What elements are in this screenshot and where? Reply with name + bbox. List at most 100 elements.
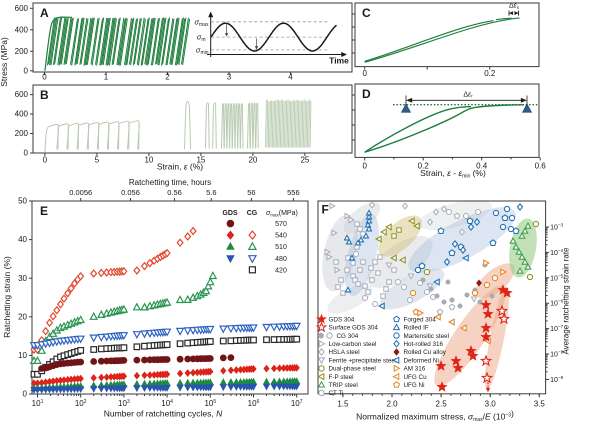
svg-text:Hot-rolled 316: Hot-rolled 316 (404, 341, 444, 348)
svg-text:5.6: 5.6 (206, 188, 216, 197)
svg-text:570: 570 (275, 221, 287, 228)
svg-text:50: 50 (18, 197, 27, 206)
svg-text:10−8: 10−8 (550, 350, 563, 359)
svg-text:1.5: 1.5 (337, 399, 349, 408)
svg-text:5: 5 (95, 156, 100, 165)
svg-text:TRIP steel: TRIP steel (329, 382, 358, 389)
svg-text:3.5: 3.5 (534, 399, 546, 408)
svg-text:σmax(MPa): σmax(MPa) (266, 210, 298, 217)
svg-text:200: 200 (15, 47, 29, 56)
svg-text:104: 104 (161, 399, 173, 408)
svg-text:30: 30 (18, 274, 27, 283)
svg-text:10: 10 (18, 351, 27, 360)
svg-text:0: 0 (24, 66, 29, 75)
svg-text:105: 105 (204, 399, 216, 408)
svg-text:0: 0 (362, 69, 367, 78)
svg-text:200: 200 (15, 129, 29, 138)
svg-text:540: 540 (275, 233, 287, 240)
svg-text:25: 25 (300, 156, 309, 165)
svg-text:Δεs: Δεs (509, 3, 520, 10)
svg-text:Time: Time (329, 56, 349, 66)
svg-text:600: 600 (15, 90, 29, 99)
svg-text:106: 106 (248, 399, 260, 408)
svg-text:σm: σm (197, 32, 206, 43)
svg-text:10−4: 10−4 (550, 248, 563, 257)
svg-text:400: 400 (15, 110, 29, 119)
svg-text:10−5: 10−5 (550, 273, 563, 282)
svg-text:D: D (362, 87, 371, 101)
svg-text:0: 0 (43, 156, 48, 165)
svg-text:Average ratchetting strain rat: Average ratchetting strain rate (562, 247, 571, 355)
svg-text:σmin: σmin (196, 45, 209, 56)
svg-text:480: 480 (275, 256, 287, 263)
svg-text:0: 0 (42, 73, 47, 82)
svg-text:Ratchetting strain (%): Ratchetting strain (%) (2, 256, 12, 338)
svg-text:Deformed Ni: Deformed Ni (404, 357, 439, 364)
svg-text:10−9: 10−9 (550, 375, 563, 384)
svg-text:Rolled IF: Rolled IF (404, 325, 429, 332)
svg-text:Number of ratchetting cycles,: Number of ratchetting cycles, N (104, 409, 223, 419)
svg-text:600: 600 (15, 4, 29, 13)
svg-text:CG 304: CG 304 (337, 333, 359, 340)
svg-text:Stress (MPa): Stress (MPa) (0, 37, 9, 87)
svg-text:556: 556 (287, 188, 300, 197)
svg-text:A: A (40, 6, 49, 20)
svg-text:103: 103 (118, 399, 130, 408)
svg-text:AM 316: AM 316 (404, 366, 426, 373)
svg-text:4: 4 (288, 73, 293, 82)
svg-text:1: 1 (104, 73, 109, 82)
svg-text:Surface GDS 304: Surface GDS 304 (329, 325, 379, 332)
svg-text:CG: CG (247, 210, 258, 217)
svg-text:101: 101 (32, 399, 44, 408)
svg-text:C: C (362, 6, 371, 20)
svg-text:3: 3 (227, 73, 232, 82)
svg-text:Ferrite +precipitate steel: Ferrite +precipitate steel (329, 357, 397, 364)
svg-text:F-P steel: F-P steel (329, 374, 354, 381)
svg-text:0.56: 0.56 (167, 188, 182, 197)
svg-text:10−3: 10−3 (550, 223, 563, 232)
svg-text:Normalized maximum stress, σma: Normalized maximum stress, σmax/E (10−3) (356, 409, 514, 424)
svg-text:F: F (322, 203, 329, 217)
svg-text:E: E (40, 204, 48, 218)
svg-text:Ratchetting time, hours: Ratchetting time, hours (129, 178, 211, 187)
svg-text:Low-carbon steel: Low-carbon steel (329, 341, 377, 348)
svg-text:400: 400 (15, 25, 29, 34)
svg-text:0.4: 0.4 (476, 161, 488, 170)
svg-text:2.5: 2.5 (436, 399, 448, 408)
svg-text:10: 10 (144, 156, 153, 165)
svg-text:CT Ti: CT Ti (329, 390, 344, 397)
svg-text:3.0: 3.0 (485, 399, 497, 408)
svg-text:20: 20 (18, 312, 27, 321)
svg-text:15: 15 (196, 156, 205, 165)
svg-text:20: 20 (248, 156, 257, 165)
svg-text:10−6: 10−6 (550, 299, 563, 308)
svg-text:510: 510 (275, 244, 287, 251)
svg-text:0: 0 (24, 149, 29, 158)
svg-text:0.0056: 0.0056 (69, 188, 92, 197)
svg-text:420: 420 (275, 267, 287, 274)
svg-text:0.2: 0.2 (484, 69, 496, 78)
svg-text:56: 56 (247, 188, 255, 197)
svg-text:107: 107 (291, 399, 303, 408)
svg-text:Rolled Cu alloy: Rolled Cu alloy (404, 349, 447, 356)
svg-text:102: 102 (75, 399, 87, 408)
svg-text:UFG Cu: UFG Cu (404, 374, 428, 381)
svg-text:Dual-phase steel: Dual-phase steel (329, 366, 376, 373)
svg-text:2.0: 2.0 (386, 399, 398, 408)
svg-text:Strain, ε - εmin (%): Strain, ε - εmin (%) (420, 168, 486, 180)
svg-text:HSLA steel: HSLA steel (329, 349, 360, 356)
svg-text:2: 2 (165, 73, 170, 82)
svg-text:Strain, ε (%): Strain, ε (%) (157, 162, 203, 172)
svg-text:0: 0 (362, 161, 367, 170)
svg-text:B: B (40, 88, 49, 102)
svg-text:Martensitic steel: Martensitic steel (404, 333, 450, 340)
svg-text:0.056: 0.056 (121, 188, 140, 197)
svg-text:40: 40 (18, 235, 27, 244)
svg-text:0.2: 0.2 (418, 161, 430, 170)
svg-text:0.6: 0.6 (535, 161, 547, 170)
svg-text:GDS: GDS (222, 210, 238, 217)
svg-text:UFG Ni: UFG Ni (404, 382, 425, 389)
svg-text:Forged 304: Forged 304 (404, 316, 437, 323)
svg-text:GDS 304: GDS 304 (329, 316, 355, 323)
svg-text:Δεr: Δεr (463, 92, 473, 99)
